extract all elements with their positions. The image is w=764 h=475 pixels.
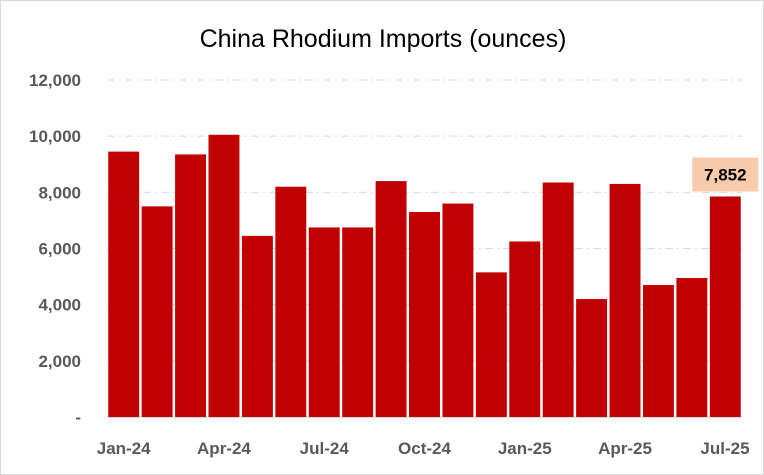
- bar: [576, 299, 608, 417]
- bar: [141, 206, 173, 417]
- x-tick-label: Apr-24: [197, 439, 251, 458]
- bar: [442, 203, 474, 417]
- bar: [409, 211, 440, 417]
- y-tick-label: 10,000: [29, 127, 81, 146]
- bar: [509, 241, 541, 417]
- y-tick-label: -: [75, 408, 81, 427]
- bar: [475, 272, 507, 417]
- x-axis-ticks: Jan-24 Apr-24 Jul-24 Oct-24 Jan-25 Apr-25 Jul-…: [97, 439, 750, 458]
- bar: [709, 196, 741, 417]
- bar: [241, 235, 273, 417]
- bar: [175, 154, 207, 417]
- bar: [609, 183, 641, 417]
- y-tick-label: 6,000: [38, 240, 81, 259]
- x-tick-label: Jan-25: [498, 439, 552, 458]
- callout-box: [692, 157, 759, 192]
- bar: [308, 227, 340, 417]
- bar: [375, 181, 407, 417]
- bar: [642, 285, 674, 417]
- x-tick-label: Jul-24: [300, 439, 350, 458]
- bar: [275, 186, 307, 417]
- y-tick-label: 8,000: [38, 183, 81, 202]
- bars: [108, 134, 741, 418]
- x-tick-label: Jul-25: [700, 439, 749, 458]
- bar: [342, 227, 374, 417]
- bar: [676, 277, 708, 417]
- x-tick-label: Oct-24: [398, 439, 451, 458]
- y-tick-label: 12,000: [29, 71, 81, 90]
- y-axis-ticks: - 2,000 4,000 6,000 8,000 10,000 12,000: [29, 71, 81, 427]
- callout-label: 7,852: [704, 165, 747, 184]
- bar: [208, 134, 240, 417]
- x-tick-label: Jan-24: [97, 439, 151, 458]
- y-tick-label: 4,000: [38, 296, 81, 315]
- chart-title: China Rhodium Imports (ounces): [200, 25, 567, 53]
- data-label-callout: 7,852: [692, 157, 759, 192]
- bar: [108, 151, 140, 418]
- x-tick-label: Apr-25: [598, 439, 652, 458]
- y-tick-label: 2,000: [38, 352, 81, 371]
- bar: [542, 182, 574, 417]
